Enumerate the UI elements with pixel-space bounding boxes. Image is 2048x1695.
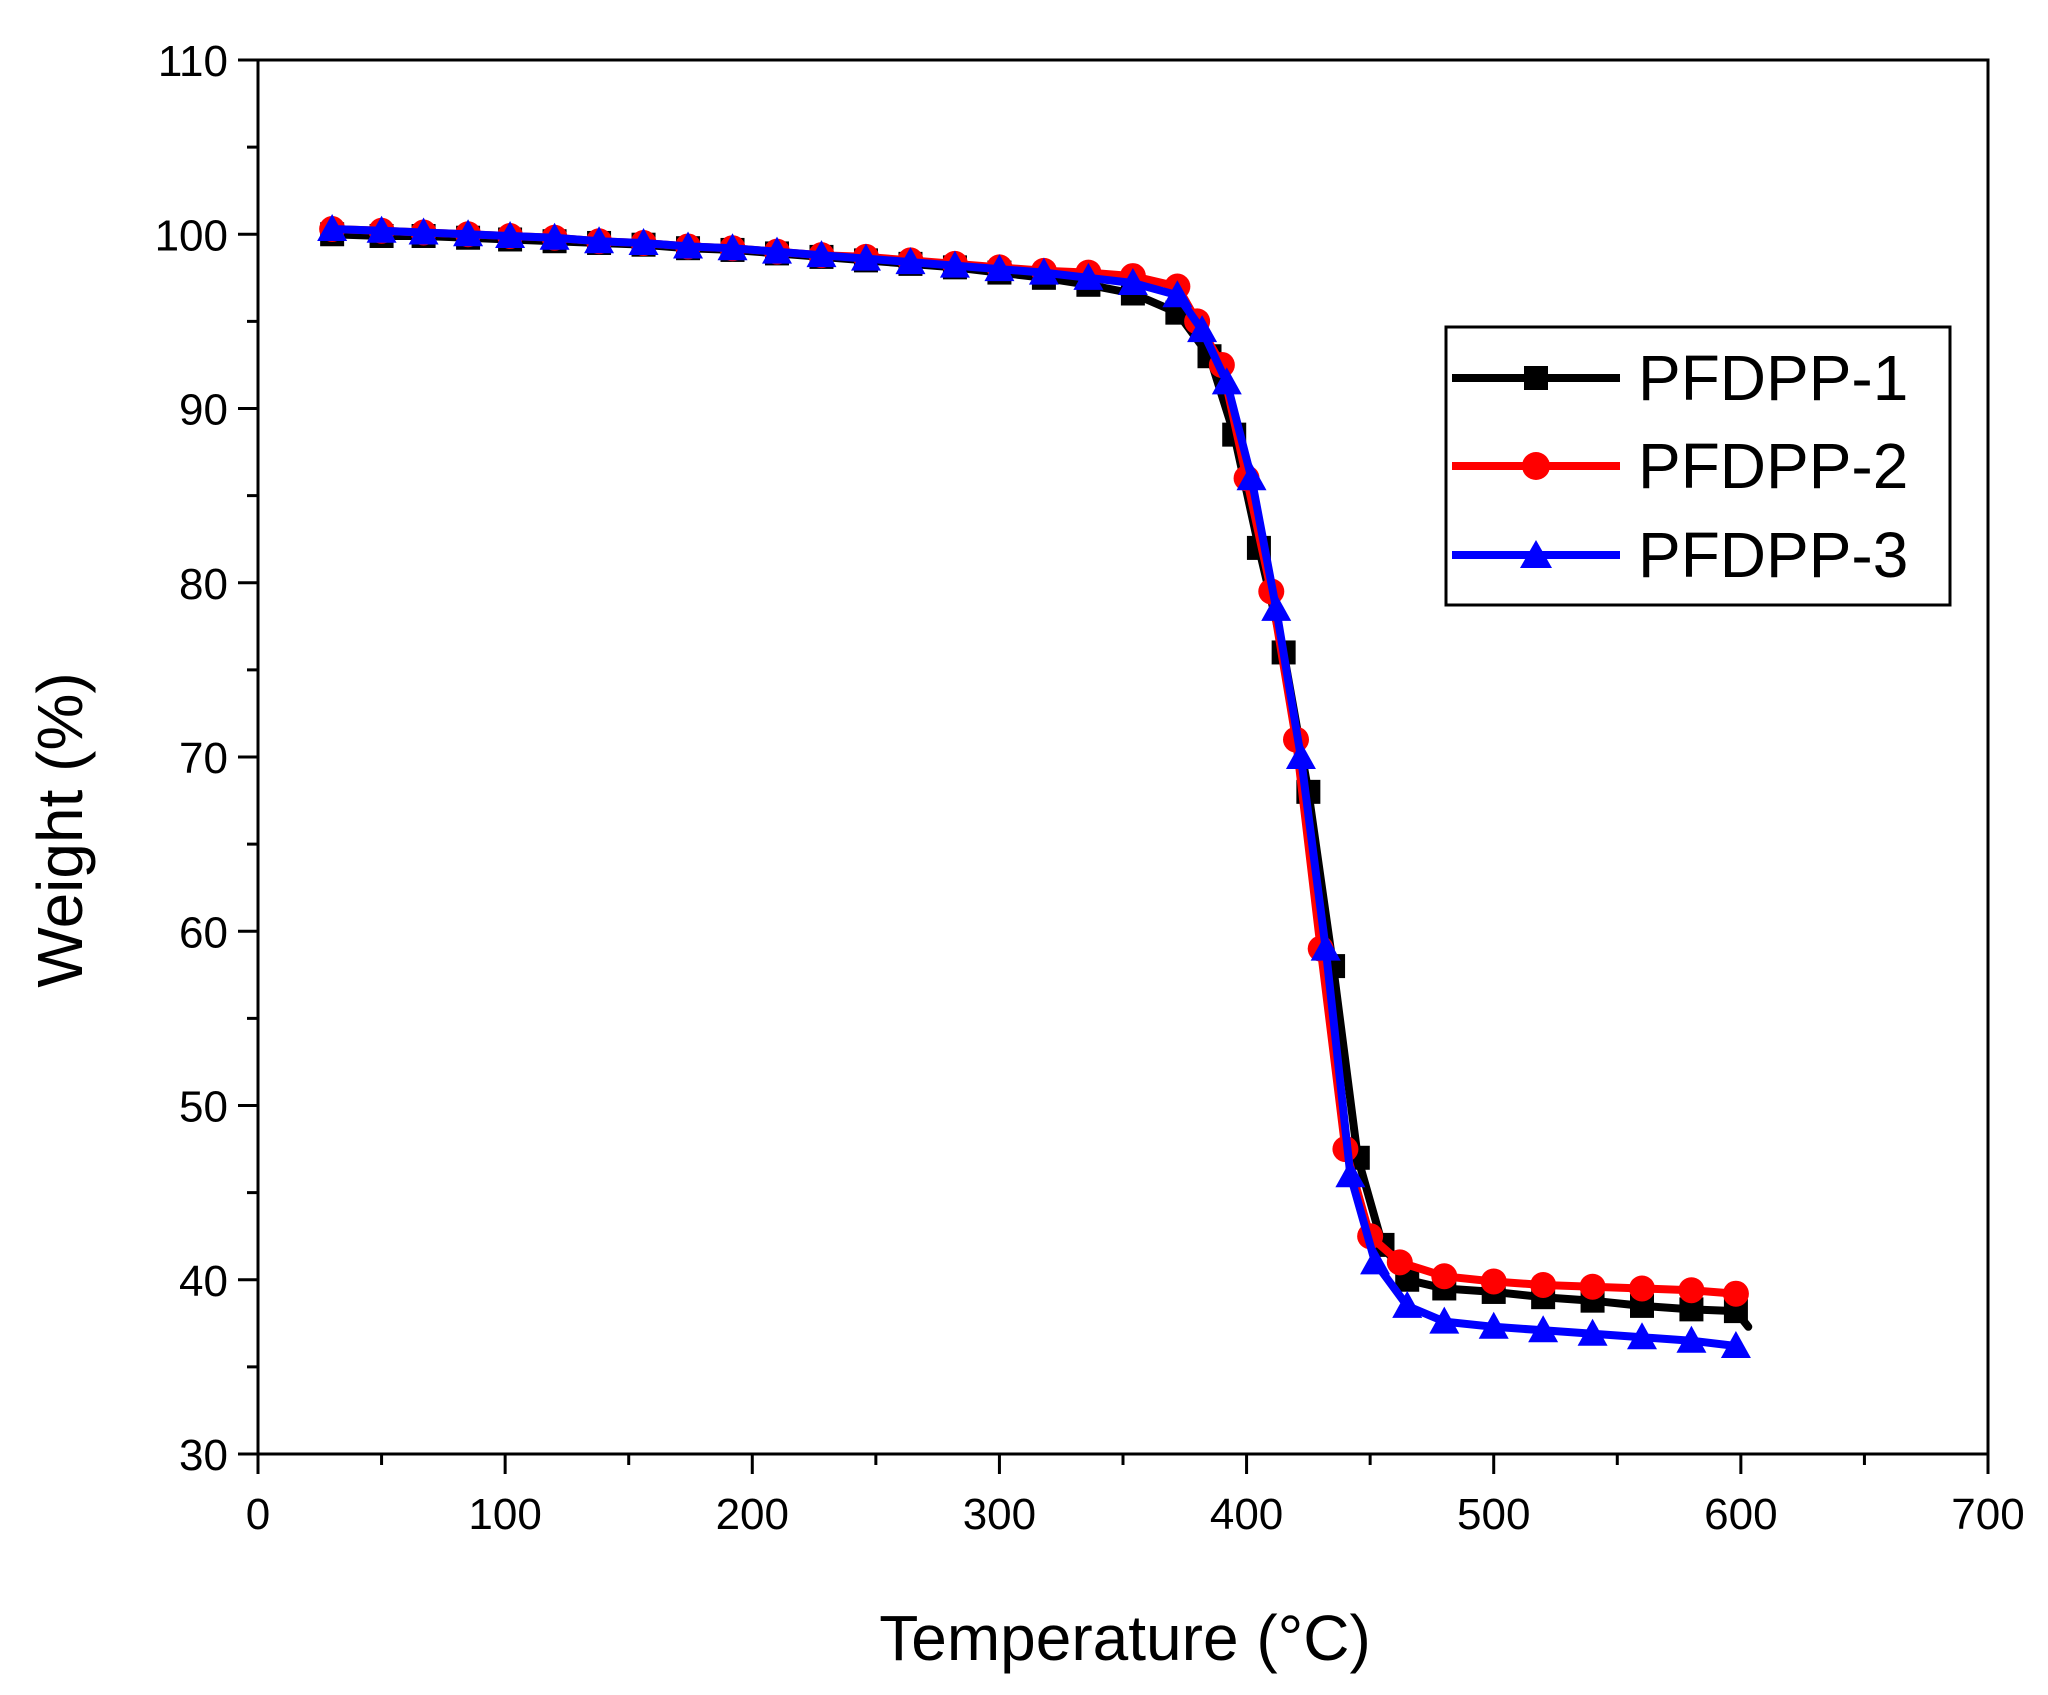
data-point-triangle bbox=[1162, 280, 1193, 308]
legend-label-pfdpp-1: PFDPP-1 bbox=[1638, 342, 1908, 414]
data-point-circle bbox=[1678, 1277, 1705, 1304]
x-tick-label: 100 bbox=[468, 1490, 541, 1539]
y-tick-label: 40 bbox=[179, 1257, 228, 1306]
x-tick-label: 400 bbox=[1210, 1490, 1283, 1539]
y-tick-label: 50 bbox=[179, 1083, 228, 1132]
x-tick-label: 0 bbox=[246, 1490, 270, 1539]
data-point-triangle bbox=[539, 222, 570, 250]
data-point-triangle bbox=[1720, 1330, 1751, 1358]
x-tick-label: 300 bbox=[963, 1490, 1036, 1539]
data-point-triangle bbox=[850, 243, 881, 271]
data-point-circle bbox=[1480, 1268, 1507, 1295]
data-point-circle bbox=[1722, 1280, 1749, 1307]
data-point-triangle bbox=[453, 219, 484, 247]
legend-marker-triangle bbox=[1520, 540, 1552, 568]
x-axis-title: Temperature (°C) bbox=[879, 1602, 1371, 1674]
data-point-circle bbox=[1386, 1249, 1413, 1276]
legend-entry-pfdpp-2: PFDPP-2 bbox=[1452, 430, 1908, 502]
legend-marker-square bbox=[1524, 366, 1548, 390]
data-point-circle bbox=[1629, 1275, 1655, 1302]
y-tick-label: 30 bbox=[179, 1431, 228, 1480]
data-point-triangle bbox=[984, 254, 1015, 282]
data-point-triangle bbox=[673, 231, 704, 259]
data-point-triangle bbox=[584, 226, 615, 254]
legend: PFDPP-1 PFDPP-2 PFDPP-3 bbox=[1444, 325, 1952, 607]
data-point-triangle bbox=[762, 236, 792, 264]
data-point-triangle bbox=[806, 240, 837, 268]
legend-label-pfdpp-2: PFDPP-2 bbox=[1638, 430, 1908, 502]
legend-entry-pfdpp-3: PFDPP-3 bbox=[1452, 519, 1908, 591]
data-point-triangle bbox=[1478, 1311, 1509, 1339]
data-point-circle bbox=[1579, 1273, 1606, 1300]
data-point-circle bbox=[1530, 1271, 1557, 1298]
data-point-triangle bbox=[1310, 933, 1341, 961]
y-tick-label: 80 bbox=[179, 560, 228, 609]
y-tick-label: 110 bbox=[158, 37, 228, 86]
data-point-triangle bbox=[939, 250, 970, 278]
legend-marker-circle bbox=[1522, 452, 1550, 480]
data-point-triangle bbox=[1528, 1315, 1559, 1343]
y-tick-label: 70 bbox=[179, 734, 228, 783]
x-axis-ticks: 0 100 200 300 400 500 600 700 bbox=[246, 1454, 2025, 1539]
legend-label-pfdpp-3: PFDPP-3 bbox=[1638, 519, 1908, 591]
y-tick-label: 60 bbox=[179, 908, 228, 957]
data-point-triangle bbox=[1117, 268, 1148, 296]
data-point-triangle bbox=[1577, 1318, 1608, 1346]
data-point-triangle bbox=[1676, 1325, 1707, 1353]
data-point-triangle bbox=[895, 247, 926, 275]
data-point-triangle bbox=[1360, 1247, 1391, 1275]
data-point-triangle bbox=[1627, 1322, 1657, 1350]
y-axis-title: Weight (%) bbox=[24, 672, 96, 987]
y-axis-ticks: 30 40 50 60 70 80 90 100 110 bbox=[155, 37, 258, 1480]
data-point-triangle bbox=[1073, 262, 1104, 290]
data-point-triangle bbox=[1285, 742, 1316, 769]
legend-entry-pfdpp-1: PFDPP-1 bbox=[1452, 342, 1908, 414]
data-point-triangle bbox=[1028, 257, 1059, 285]
data-point-circle bbox=[1431, 1263, 1458, 1290]
x-tick-label: 500 bbox=[1457, 1490, 1530, 1539]
x-tick-label: 600 bbox=[1704, 1490, 1777, 1539]
data-point-triangle bbox=[1429, 1306, 1460, 1334]
data-point-triangle bbox=[366, 215, 397, 243]
data-point-triangle bbox=[408, 217, 439, 245]
data-point-triangle bbox=[495, 220, 526, 248]
data-point-triangle bbox=[1392, 1290, 1423, 1318]
data-point-triangle bbox=[1211, 367, 1242, 395]
data-point-triangle bbox=[1187, 315, 1218, 343]
y-tick-label: 100 bbox=[155, 211, 228, 260]
data-point-triangle bbox=[317, 214, 348, 242]
series-layer bbox=[317, 214, 1753, 1358]
series-pfdpp-3 bbox=[317, 214, 1751, 1358]
data-point-triangle bbox=[717, 233, 748, 261]
data-point-triangle bbox=[628, 227, 659, 255]
data-point-triangle bbox=[1335, 1160, 1366, 1188]
y-tick-label: 90 bbox=[179, 386, 228, 435]
x-tick-label: 200 bbox=[716, 1490, 789, 1539]
data-point-triangle bbox=[1261, 593, 1292, 621]
x-tick-label: 700 bbox=[1951, 1490, 2024, 1539]
data-point-triangle bbox=[1236, 463, 1267, 491]
